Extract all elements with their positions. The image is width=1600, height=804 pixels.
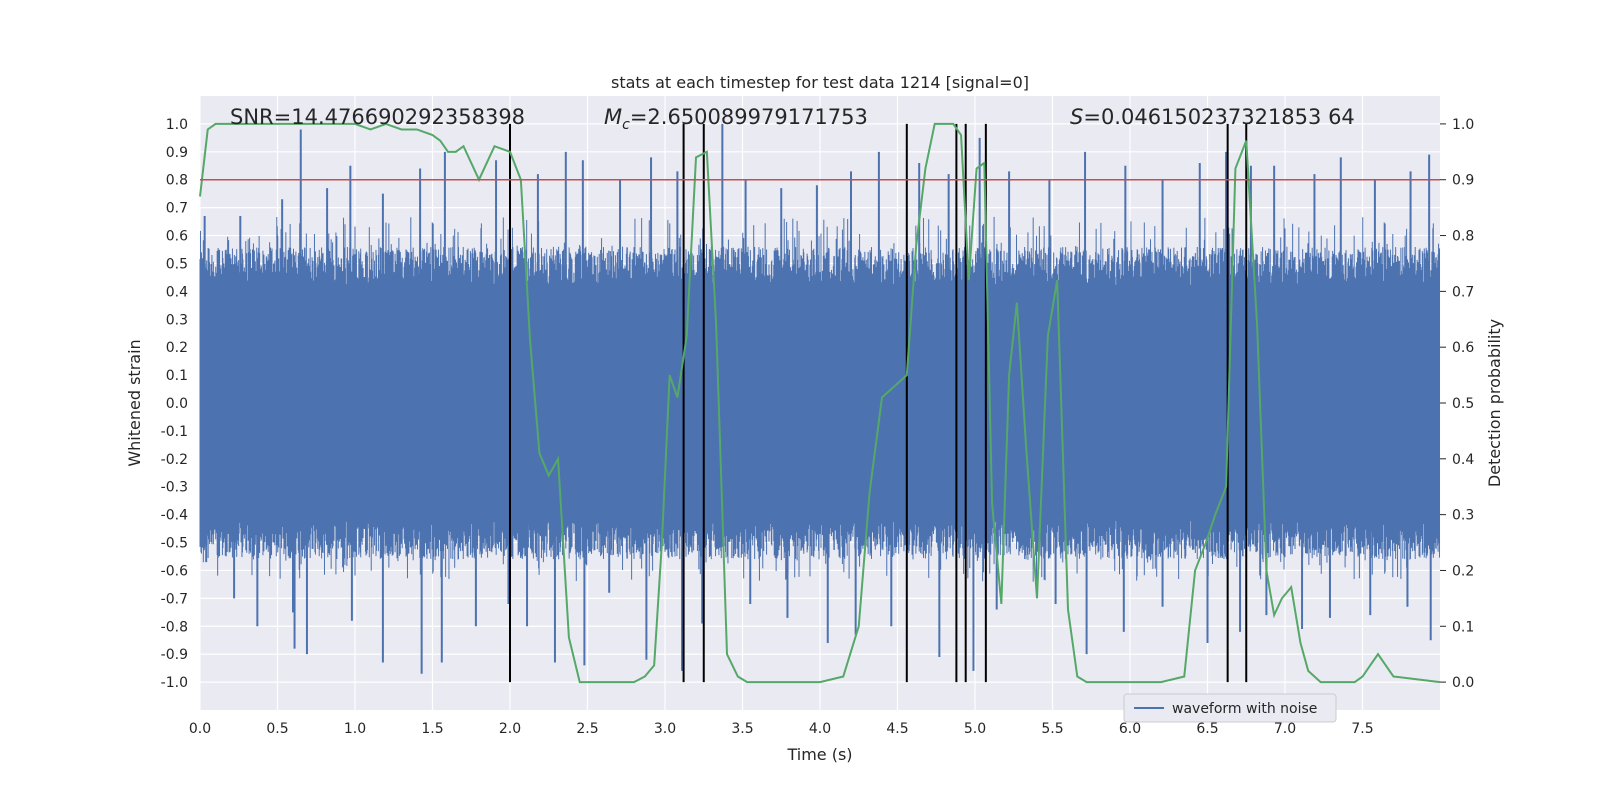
x-tick-label: 5.0 [964, 721, 986, 737]
x-tick-label: 1.5 [421, 721, 443, 737]
x-tick-label: 6.5 [1196, 721, 1218, 737]
mc-subscript: c [622, 117, 630, 133]
y2-tick-label: 0.9 [1452, 173, 1474, 189]
y-tick-label: 0.7 [166, 201, 188, 217]
chart-title: stats at each timestep for test data 121… [611, 73, 1029, 92]
y-tick-label: -0.2 [161, 452, 188, 468]
y-tick-label: 0.9 [166, 145, 188, 161]
waveform-spikes [203, 123, 1432, 674]
y-tick-label: 0.1 [166, 368, 188, 384]
y-tick-label: 0.5 [166, 256, 188, 272]
y2-tick-label: 1.0 [1452, 117, 1474, 133]
x-tick-label: 3.0 [654, 721, 676, 737]
x-axis-ticks: 0.0 0.5 1.0 1.5 2.0 2.5 3.0 3.5 4.0 4.5 5.0 5.5 6.0 6… [189, 721, 1374, 737]
y-tick-label: 1.0 [166, 117, 188, 133]
legend-box [1123, 693, 1337, 723]
y-tick-label: -0.8 [161, 619, 188, 635]
x-tick-label: 2.0 [499, 721, 521, 737]
y-tick-label: 0.6 [166, 229, 188, 245]
y2-tick-label: 0.0 [1452, 675, 1474, 691]
y2-tick-label: 0.2 [1452, 563, 1474, 579]
y-tick-label: 0.2 [166, 340, 188, 356]
y-tick-label: -0.9 [161, 647, 188, 663]
y-tick-label: 0.3 [166, 312, 188, 328]
s-symbol: S [1070, 105, 1083, 129]
y2-tick-label: 0.7 [1452, 284, 1474, 300]
mc-symbol: M [604, 105, 622, 129]
y-tick-label: 0.4 [166, 284, 188, 300]
y-tick-label: -0.7 [161, 591, 188, 607]
y2-tick-label: 0.6 [1452, 340, 1474, 356]
legend: waveform with noise [1123, 693, 1337, 723]
x-tick-label: 2.5 [576, 721, 598, 737]
y2-axis-ticks: 1.0 0.9 0.8 0.7 0.6 0.5 0.4 0.3 0.2 0.1 0.0 [1440, 117, 1474, 691]
x-tick-label: 4.5 [886, 721, 908, 737]
mc-value: =2.650089979171753 [630, 105, 868, 129]
snr-annotation: SNR=14.476690292358398 [230, 105, 525, 129]
x-tick-label: 5.5 [1041, 721, 1063, 737]
x-tick-label: 0.5 [266, 721, 288, 737]
x-tick-label: 6.0 [1119, 721, 1141, 737]
s-value: =0.046150237321853 64 [1083, 105, 1354, 129]
y-tick-label: -0.6 [161, 563, 188, 579]
y-tick-label: -0.1 [161, 424, 188, 440]
y-tick-label: 0.8 [166, 173, 188, 189]
y-tick-label: -0.5 [161, 536, 188, 552]
x-tick-label: 1.0 [344, 721, 366, 737]
y2-axis-label: Detection probability [1485, 319, 1504, 487]
probability-series [199, 122, 1441, 684]
x-tick-label: 3.5 [731, 721, 753, 737]
x-tick-label: 7.0 [1274, 721, 1296, 737]
y-tick-label: 0.0 [166, 396, 188, 412]
y2-tick-label: 0.1 [1452, 619, 1474, 635]
y2-tick-label: 0.5 [1452, 396, 1474, 412]
s-annotation: S=0.046150237321853 64 [1070, 105, 1355, 129]
waveform-series [199, 123, 1441, 674]
y2-tick-label: 0.8 [1452, 229, 1474, 245]
detection-probability-line [199, 122, 1441, 684]
y-tick-label: -0.4 [161, 508, 188, 524]
mc-annotation: Mc=2.650089979171753 [604, 105, 868, 133]
legend-label: waveform with noise [1172, 701, 1317, 717]
y2-tick-label: 0.3 [1452, 508, 1474, 524]
y-tick-label: -0.3 [161, 480, 188, 496]
y2-tick-label: 0.4 [1452, 452, 1474, 468]
x-tick-label: 7.5 [1351, 721, 1373, 737]
y-axis-label: Whitened strain [125, 339, 144, 466]
x-tick-label: 4.0 [809, 721, 831, 737]
x-axis-label: Time (s) [786, 745, 852, 764]
x-tick-label: 0.0 [189, 721, 211, 737]
y-tick-label: -1.0 [161, 675, 188, 691]
y-axis-ticks: 1.0 0.9 0.8 0.7 0.6 0.5 0.4 0.3 0.2 0.1 0.0 -0.1 -0.… [161, 117, 188, 691]
